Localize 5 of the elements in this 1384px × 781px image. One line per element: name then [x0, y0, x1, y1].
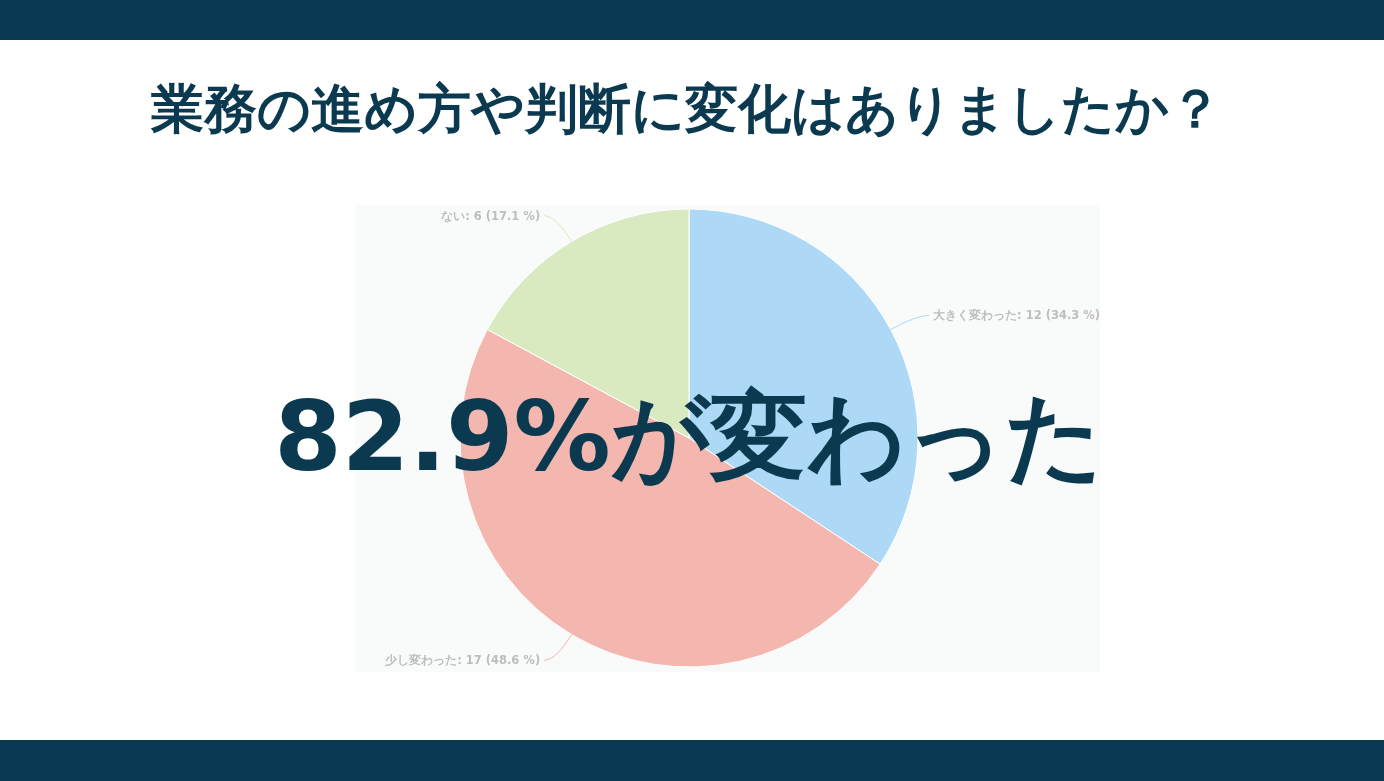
chart-title: 業務の進め方や判断に変化はありましたか？: [149, 78, 1222, 139]
text: 82.9%が変わった: [274, 380, 1104, 493]
slice-label: ない: 6 (17.1 %): [441, 208, 541, 223]
slice-label: 大きく変わった: 12 (34.3 %): [933, 308, 1101, 323]
slice-label: 少し変わった: 17 (48.6 %): [385, 653, 541, 668]
